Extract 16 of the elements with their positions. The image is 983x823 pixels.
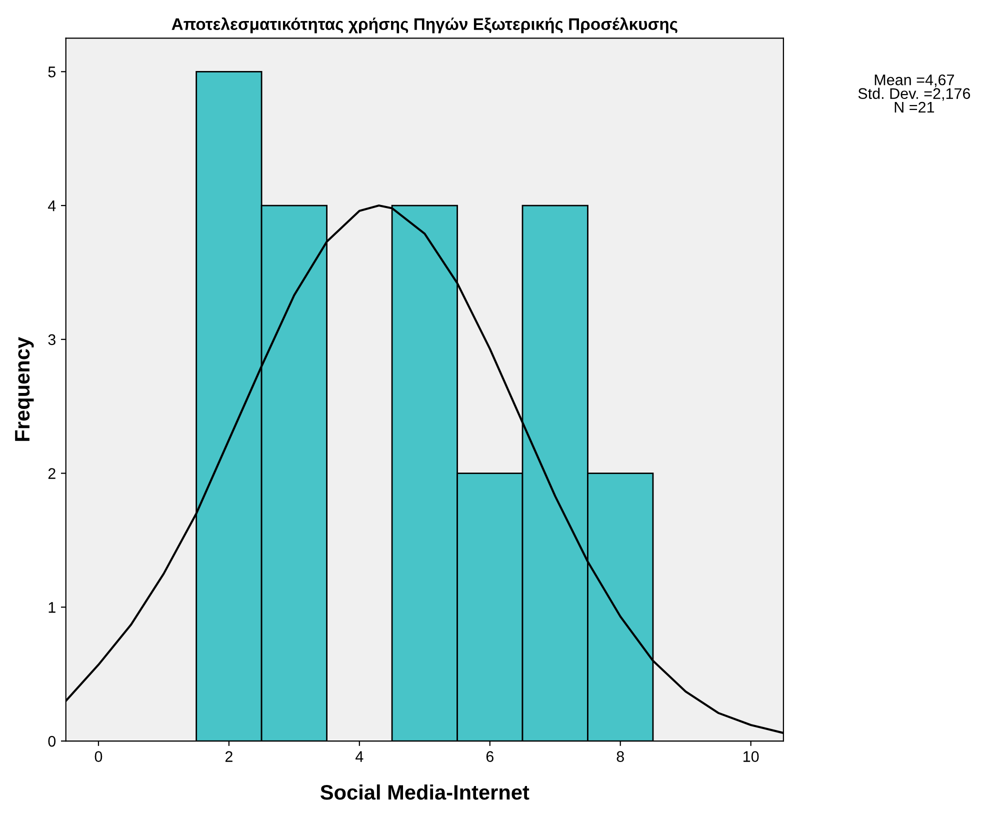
chart-title: Αποτελεσματικότητας χρήσης Πηγών Εξωτερικής Προσέλκυσης — [172, 17, 678, 34]
text: Mean =4,67 Std. Dev. =2,176 N =21 — [858, 74, 970, 113]
x-tick-label: 6 — [486, 751, 494, 762]
y-tick-label: 1 — [48, 602, 56, 613]
x-tick-label: 10 — [744, 751, 759, 762]
x-axis-title: Social Media-Internet — [320, 784, 530, 800]
y-tick-label: 0 — [48, 736, 56, 747]
x-tick-label: 0 — [94, 751, 102, 762]
y-tick-label: 5 — [48, 66, 56, 78]
x-tick-label: 4 — [356, 751, 364, 762]
x-tick-label: 8 — [616, 751, 624, 762]
y-tick-label: 4 — [48, 200, 56, 212]
y-tick-label: 3 — [48, 334, 56, 346]
y-tick-label: 2 — [48, 468, 56, 479]
x-tick-label: 2 — [225, 751, 232, 762]
y-axis-title: Frequency — [15, 337, 34, 441]
